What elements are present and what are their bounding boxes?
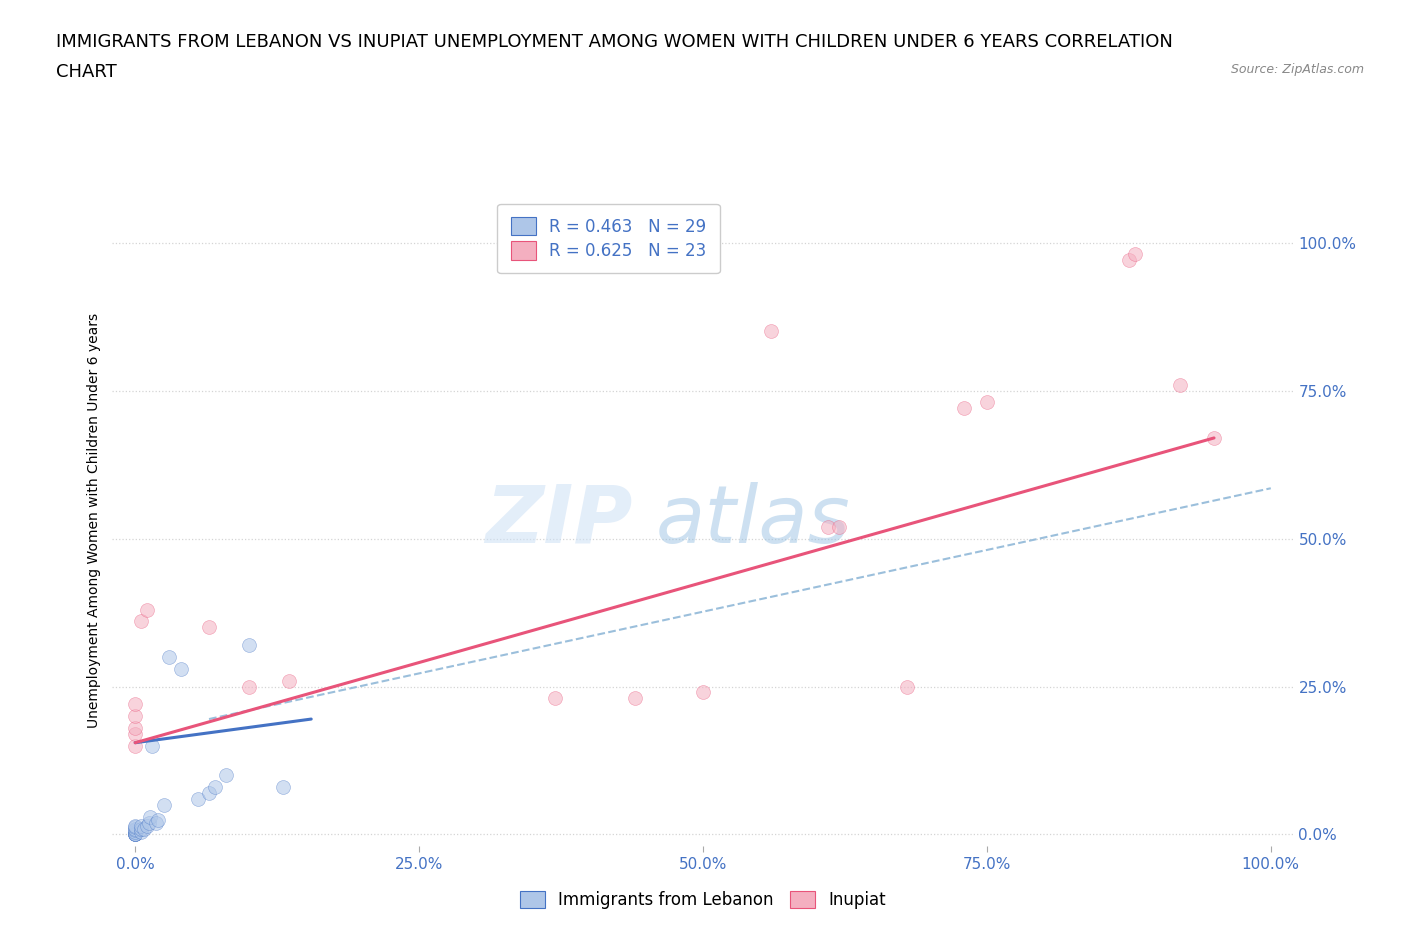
Point xyxy=(152,797,174,812)
Point xyxy=(146,812,169,827)
Point xyxy=(759,324,782,339)
Point xyxy=(1202,431,1225,445)
Point xyxy=(138,816,160,830)
Point xyxy=(277,673,299,688)
Point xyxy=(124,709,146,724)
Point xyxy=(1168,378,1191,392)
Point xyxy=(124,697,146,711)
Text: Source: ZipAtlas.com: Source: ZipAtlas.com xyxy=(1230,63,1364,76)
Text: ZIP: ZIP xyxy=(485,482,633,560)
Point xyxy=(124,821,146,836)
Point xyxy=(124,820,146,835)
Point xyxy=(238,679,260,694)
Point xyxy=(135,602,157,617)
Point xyxy=(124,822,146,837)
Point xyxy=(1118,253,1140,268)
Point xyxy=(134,821,156,836)
Y-axis label: Unemployment Among Women with Children Under 6 years: Unemployment Among Women with Children U… xyxy=(87,313,101,728)
Point xyxy=(124,738,146,753)
Point xyxy=(204,779,226,794)
Point xyxy=(139,809,162,824)
Point xyxy=(198,620,221,635)
Point xyxy=(129,614,152,629)
Point xyxy=(145,816,167,830)
Point xyxy=(124,824,146,839)
Point xyxy=(157,649,180,664)
Point xyxy=(817,519,839,534)
Point xyxy=(129,818,152,833)
Point xyxy=(129,824,152,839)
Legend: Immigrants from Lebanon, Inupiat: Immigrants from Lebanon, Inupiat xyxy=(512,883,894,917)
Point xyxy=(124,827,146,842)
Point xyxy=(124,827,146,842)
Point xyxy=(271,779,294,794)
Point xyxy=(124,818,146,833)
Point xyxy=(544,691,567,706)
Point xyxy=(976,395,998,410)
Point xyxy=(124,827,146,842)
Point xyxy=(1123,247,1146,262)
Point xyxy=(124,726,146,741)
Point xyxy=(169,661,191,676)
Point xyxy=(129,821,152,836)
Text: IMMIGRANTS FROM LEBANON VS INUPIAT UNEMPLOYMENT AMONG WOMEN WITH CHILDREN UNDER : IMMIGRANTS FROM LEBANON VS INUPIAT UNEMP… xyxy=(56,33,1173,50)
Legend: R = 0.463   N = 29, R = 0.625   N = 23: R = 0.463 N = 29, R = 0.625 N = 23 xyxy=(498,204,720,273)
Point xyxy=(896,679,918,694)
Point xyxy=(692,685,714,700)
Point xyxy=(141,738,163,753)
Text: atlas: atlas xyxy=(655,482,851,560)
Point xyxy=(828,519,851,534)
Point xyxy=(215,768,238,783)
Point xyxy=(135,818,157,833)
Point xyxy=(953,401,976,416)
Point xyxy=(624,691,647,706)
Point xyxy=(187,791,209,806)
Point xyxy=(198,786,221,801)
Point xyxy=(124,827,146,842)
Point xyxy=(238,638,260,653)
Point xyxy=(124,721,146,736)
Point xyxy=(124,827,146,842)
Text: CHART: CHART xyxy=(56,63,117,81)
